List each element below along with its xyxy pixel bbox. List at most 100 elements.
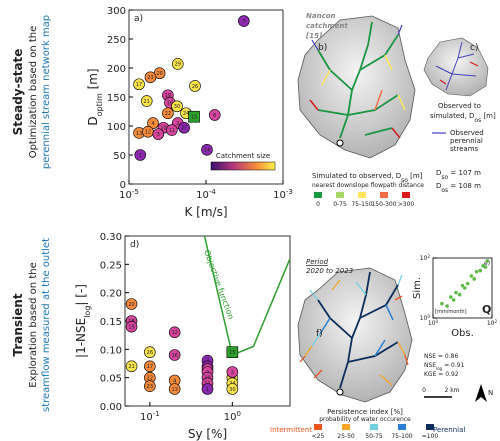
catchment-ref: [15] (305, 32, 323, 40)
y-label-part: [m] (86, 68, 100, 93)
tick-base: 0.10 (100, 345, 122, 356)
point-label: 10 (160, 126, 166, 132)
y-tick-label: 50 (113, 151, 126, 162)
plot-area (432, 257, 493, 319)
point (144, 71, 157, 84)
colorbar (210, 161, 276, 171)
tick-base: 10 (428, 320, 436, 327)
point (140, 95, 153, 107)
tick-exp: -3 (286, 188, 293, 196)
legend-text: simulated, Dos [m] (430, 112, 496, 124)
period: Period (306, 258, 329, 266)
point (166, 124, 178, 136)
x-axis-label: K [m/s] (184, 205, 227, 219)
point (226, 383, 239, 395)
legend-label: =100 (422, 433, 439, 440)
point-label: 3 (231, 370, 234, 376)
stat: NSElog = 0.91 (424, 362, 465, 371)
point-label: 30 (229, 387, 235, 393)
legend-swatch (426, 424, 434, 430)
unit: [mm/month] (435, 309, 467, 315)
point-label: 4 (173, 378, 176, 384)
tick-exp: 2 (427, 254, 430, 259)
point (144, 380, 156, 392)
tick-base: 0.00 (100, 402, 122, 413)
legend-swatch (314, 192, 322, 198)
point-label: 27 (181, 126, 187, 132)
tick-exp: -5 (132, 188, 139, 196)
point-label: 20 (156, 71, 162, 77)
tick-exp: 0 (435, 319, 438, 324)
panel-label: e) (484, 260, 490, 267)
point-label: 15 (229, 350, 235, 356)
point (226, 366, 239, 378)
y-axis-label: Sim. (412, 277, 423, 299)
point-label: 23 (147, 75, 153, 81)
tick-base: 10 (119, 190, 132, 201)
point-label: 20 (128, 302, 134, 308)
legend-swatch (398, 424, 406, 430)
point-label: 11 (169, 128, 175, 134)
panel-label: d) (130, 240, 139, 250)
legend-note: nearest downslope flowpath distance (312, 182, 424, 189)
point (472, 277, 477, 281)
x-axis-label: Obs. (451, 328, 474, 339)
point-label: 22 (165, 111, 171, 117)
row-line: perennial stream network map (41, 15, 52, 169)
point-label: 17 (147, 364, 153, 370)
legend-swatch (358, 192, 366, 198)
point (168, 383, 181, 395)
legend-label: 0-75 (333, 201, 347, 208)
point (125, 298, 138, 310)
point-label: 17 (136, 82, 142, 88)
annotation: Q (482, 303, 491, 316)
colorbar-title: Catchment size (216, 152, 270, 160)
legend-swatch (336, 192, 344, 198)
tick-base: 10 (140, 412, 153, 423)
map-b (297, 15, 416, 159)
point (133, 78, 145, 91)
point-label: 19 (165, 93, 171, 99)
legend-title: Simulated to observed, Dso [m] (312, 172, 423, 184)
point (171, 58, 184, 70)
point-label: 1 (206, 387, 209, 393)
legend-label: 50-75 (365, 433, 383, 440)
panel-label: a) (134, 14, 143, 24)
map-f (297, 267, 487, 403)
point-label: 6 (213, 113, 216, 119)
point-label: 21 (144, 99, 150, 105)
row-title: Steady-state (11, 49, 25, 136)
legend-text: Observed to (438, 102, 481, 110)
tick-exp: 0 (236, 410, 240, 418)
legend-swatch (342, 424, 350, 430)
tick-base: 0.05 (100, 374, 122, 385)
line (203, 235, 291, 357)
stat: KGE = 0.92 (424, 371, 459, 378)
point (152, 128, 165, 140)
scale-label: 0 (422, 387, 426, 394)
legend-text: Intermittent (270, 426, 312, 434)
y-label-part: | [-] (74, 284, 88, 306)
tick-exp: -1 (153, 410, 160, 418)
point-label: 23 (147, 384, 153, 390)
panel-label: c) (470, 43, 478, 53)
point (465, 281, 470, 286)
point-label: 26 (192, 84, 198, 90)
scale-label: 2 km (444, 387, 459, 394)
point-label: 15 (191, 115, 197, 121)
point-label: 1 (139, 153, 142, 159)
y-tick-label: 0.20 (100, 289, 122, 300)
point (440, 301, 444, 306)
y-label-part: optim (95, 93, 104, 116)
tick-base: 10 (420, 315, 428, 322)
point (188, 110, 200, 123)
y-label-part: |1-NSE (74, 318, 88, 358)
row-title: Transient (11, 293, 25, 356)
point (125, 320, 138, 333)
legend-text: Observed (450, 129, 484, 137)
y-axis-label: Doptim [m] (86, 68, 104, 125)
chart: e) Obs. Sim. Q [mm/month] (412, 257, 493, 339)
point (445, 304, 449, 308)
y-tick-label: 0.05 (100, 374, 122, 385)
